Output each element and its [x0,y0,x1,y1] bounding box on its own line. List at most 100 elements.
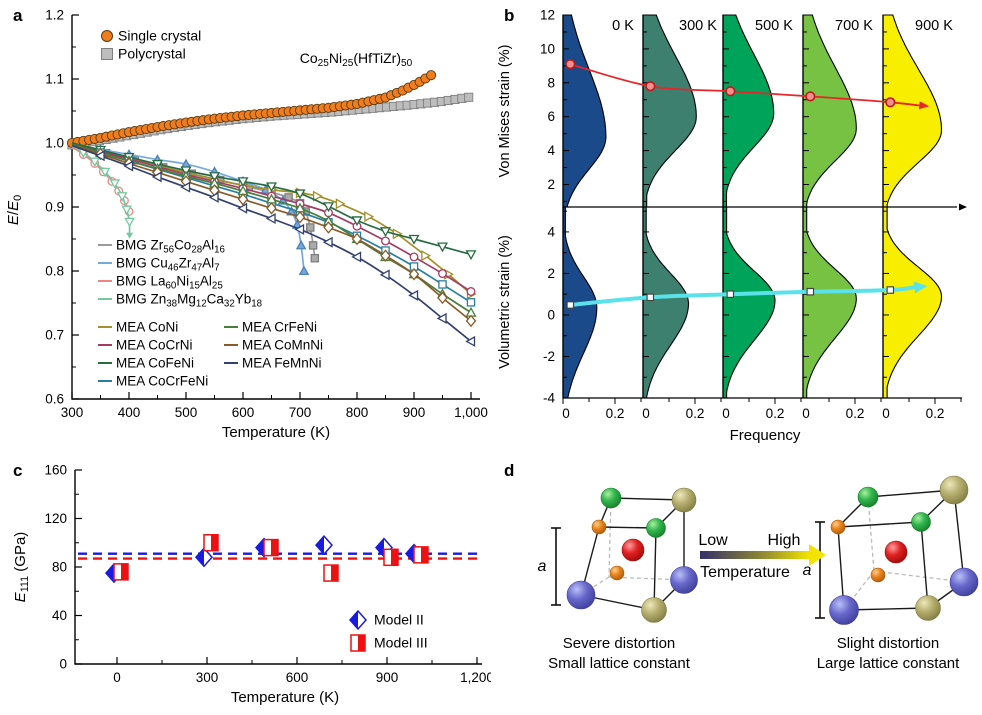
atom-khaki [915,595,941,621]
svg-text:0.2: 0.2 [766,406,785,421]
atom-khaki [671,487,697,513]
a-series-single_crystal [66,70,437,149]
panel-label-b: b [504,6,515,25]
svg-text:0.8: 0.8 [45,264,64,279]
atom-green [646,518,666,538]
svg-text:500: 500 [175,405,198,420]
svg-text:800: 800 [346,405,369,420]
a-legend: Single crystal Polycrystal BMG Zr56Co28Al1… [98,28,323,389]
d-caption: Severe distortion [563,635,676,652]
c-axes: 0 300 600 900 1,200 0 40 80 120 160 Temperature (K… [12,463,491,707]
svg-text:0: 0 [802,406,810,421]
a-series-polycrystal [67,92,474,150]
svg-text:0: 0 [59,657,67,672]
d-structure-0: a Severe distortion Small lattice constant [538,487,698,672]
svg-text:-2: -2 [543,349,555,364]
a-legend-label: BMG La60Ni15Al25 [116,274,223,292]
atom-green [857,486,879,508]
d-temperature-arrow: Low High Temperature [698,532,826,581]
a-legend-label: MEA CoCrNi [116,338,193,353]
b-temp-label: 0 K [612,18,634,34]
a-legend-label: MEA CoMnNi [242,338,323,353]
c-yaxis-label: E111 (GPa) [12,532,31,603]
panel-label-c: c [13,461,23,480]
b-volumetric-label: Volumetric strain (%) [497,235,513,369]
svg-text:0.7: 0.7 [45,328,64,343]
a-series-mea_comnni [71,144,477,328]
a-xaxis-label: Temperature (K) [222,424,330,441]
a-legend-label: BMG Zn38Mg12Ca32Yb18 [116,292,262,310]
svg-text:0: 0 [562,406,570,421]
svg-text:0.6: 0.6 [45,392,64,407]
a-legend-label: MEA CoCrFeNi [116,374,208,389]
b-vonmises-label: Von Mises strain (%) [497,45,513,178]
svg-text:900: 900 [403,405,426,420]
svg-text:900: 900 [376,670,399,685]
a-alloy-annotation: Co25Ni25(HfTiZr)50 [300,50,413,69]
svg-text:80: 80 [52,560,67,575]
svg-text:1.2: 1.2 [45,8,64,23]
atom-blue [670,566,698,594]
d-lattice-constant-label: a [803,562,812,579]
d-caption: Slight distortion [837,635,940,652]
svg-text:1,200: 1,200 [460,670,491,685]
svg-text:0: 0 [547,307,555,322]
svg-text:600: 600 [286,670,309,685]
atom-green [600,487,622,509]
panel-label-a: a [13,6,23,25]
a-legend-label: BMG Zr56Co28Al16 [116,238,225,256]
d-structure-1: a Slight distortion Large lattice constant [803,475,979,672]
svg-text:0.2: 0.2 [606,406,625,421]
b-temp-label: 900 K [915,18,953,34]
atom-khaki [641,597,667,623]
svg-text:300: 300 [196,670,219,685]
atom-orange [830,519,846,535]
svg-text:0: 0 [113,670,121,685]
svg-text:1,000: 1,000 [454,405,488,420]
a-legend-label: BMG Cu46Zr47Al7 [116,256,220,274]
c-series [78,534,482,584]
d-caption: Large lattice constant [817,655,960,672]
d-temperature-label: Temperature [700,564,790,581]
c-legend: Model II Model III [348,609,428,652]
panel-b-chart: 2 4 6 8 10 12 -4 -2 0 2 4 0 0.2 0 0.2 0 0.2 0 0.2 0 0.2 Frequ… [497,8,967,444]
c-legend-label: Model II [374,612,424,628]
atom-blue [566,580,596,610]
atom-red [621,538,645,562]
svg-text:2: 2 [547,177,555,192]
b-temp-label: 700 K [835,18,873,34]
a-legend-label: Single crystal [118,28,201,44]
atom-khaki [939,475,969,505]
svg-text:400: 400 [118,405,141,420]
c-xaxis-label: Temperature (K) [231,689,339,706]
svg-text:0: 0 [722,406,730,421]
b-xaxis-label: Frequency [730,427,801,444]
a-legend-label: MEA CoFeNi [116,356,194,371]
a-series-bmg_zn [71,144,135,239]
panel-label-d: d [504,461,515,480]
d-high-label: High [768,532,801,549]
svg-text:8: 8 [547,75,555,90]
atom-orange [870,567,886,583]
svg-text:0.9: 0.9 [45,200,64,215]
svg-text:10: 10 [540,41,555,56]
a-series-mea_cofeni [71,142,477,261]
b-axes: 2 4 6 8 10 12 -4 -2 0 2 4 0 0.2 0 0.2 0 0.2 0 0.2 0 0.2 Frequ… [497,8,967,444]
b-temp-label: 300 K [679,18,717,34]
svg-text:300: 300 [61,405,84,420]
atom-blue [829,595,859,625]
panel-a-chart: 300 400 500 600 700 800 900 1,000 0.6 0.7 0.8 0.9 1.… [5,8,488,442]
svg-text:-4: -4 [543,390,555,405]
atom-blue [949,567,979,597]
svg-text:1.1: 1.1 [45,72,64,87]
svg-text:120: 120 [44,511,67,526]
atom-orange [609,565,625,581]
atom-green [911,512,931,532]
svg-text:1.0: 1.0 [45,136,64,151]
svg-text:4: 4 [547,143,555,158]
svg-text:0.2: 0.2 [686,406,705,421]
d-lattice-constant-label: a [538,558,547,575]
svg-text:0.2: 0.2 [846,406,865,421]
svg-text:12: 12 [540,8,555,23]
panel-c-chart: 0 300 600 900 1,200 0 40 80 120 160 Temperature (K… [12,463,491,707]
